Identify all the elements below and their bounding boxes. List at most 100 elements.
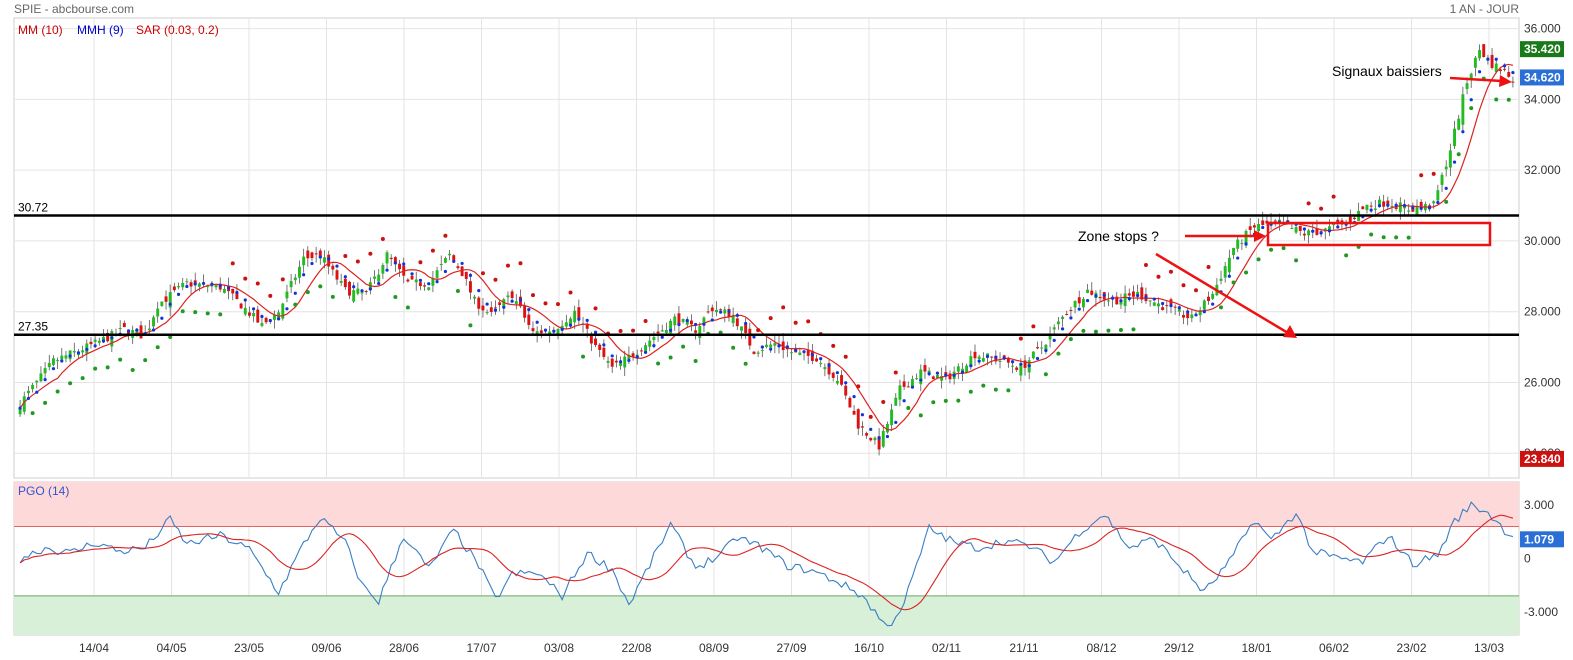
candle-body xyxy=(652,337,656,341)
low-price-badge: 23.840 xyxy=(1524,452,1561,466)
mmh-9-dot xyxy=(1419,206,1423,211)
mmh-9-dot xyxy=(285,307,289,311)
candle-body xyxy=(1061,316,1065,319)
mmh-9-dot xyxy=(1019,362,1023,366)
sar-dot xyxy=(118,357,123,362)
mmh-9-dot xyxy=(577,317,581,321)
sar-dot xyxy=(931,400,936,405)
candle-body xyxy=(919,369,923,385)
sar-dot xyxy=(380,236,385,241)
mmh-9-dot xyxy=(860,413,865,417)
sar-dot xyxy=(543,301,548,306)
sar-dot xyxy=(1444,199,1449,204)
sar-dot xyxy=(881,399,886,404)
candle-body xyxy=(948,373,952,380)
candle-body xyxy=(189,282,193,287)
mmh-9-dot xyxy=(1469,98,1473,102)
sar-dot xyxy=(1394,235,1399,240)
candle-body xyxy=(869,437,873,441)
candle-body xyxy=(1023,360,1027,368)
annotation-stop-zone: Zone stops ? xyxy=(1078,228,1159,244)
current-price-badge: 34.620 xyxy=(1524,70,1561,84)
candle-body xyxy=(823,367,827,370)
candle-body xyxy=(698,325,702,338)
mmh-9-dot xyxy=(502,305,506,309)
candle-body xyxy=(881,430,885,447)
mmh-9-dot xyxy=(994,355,998,359)
candle-body xyxy=(1248,226,1252,230)
candle-body xyxy=(477,297,481,309)
candle-body xyxy=(1136,291,1140,295)
annotations: Signaux baissiers Zone stops ? xyxy=(1078,63,1512,338)
candle-body xyxy=(685,320,689,325)
sar-dot xyxy=(793,320,798,325)
mmh-9-dot xyxy=(1111,296,1115,300)
candle-body xyxy=(343,278,347,288)
mmh-9-dot xyxy=(1102,293,1106,297)
candle-body xyxy=(827,363,831,375)
candle-body xyxy=(1257,224,1261,232)
mmh-9-dot xyxy=(819,356,823,361)
candle-body xyxy=(936,375,939,379)
candle-body xyxy=(122,322,126,328)
mmh-9-dot xyxy=(1436,200,1440,205)
mmh-9-dot xyxy=(293,291,297,295)
candle-body xyxy=(877,436,881,450)
mmh-9-dot xyxy=(1244,242,1248,246)
sar-dot xyxy=(856,384,861,389)
candle-body xyxy=(602,347,606,357)
mmh-9-dot xyxy=(560,327,564,331)
mmh-9-dot xyxy=(735,313,739,318)
candle-body xyxy=(373,276,376,279)
mmh-9-dot xyxy=(93,344,97,348)
mmh-9-dot xyxy=(835,371,839,375)
candle-body xyxy=(135,330,139,334)
sar-dot xyxy=(43,400,48,405)
mmh-9-dot xyxy=(769,347,773,351)
candle-body xyxy=(1394,207,1398,209)
candle-body xyxy=(1019,364,1023,376)
sar-dot xyxy=(1269,247,1274,252)
candle-body xyxy=(556,328,560,336)
sar-dot xyxy=(1456,152,1461,157)
sar-dot xyxy=(330,294,335,299)
sar-dot xyxy=(255,281,260,286)
candle-body xyxy=(106,332,110,342)
sar-dot xyxy=(205,311,210,316)
mmh-9-dot xyxy=(1177,306,1181,310)
x-tick-label: 04/05 xyxy=(156,641,186,655)
mmh-9-dot xyxy=(985,354,990,359)
candle-body xyxy=(43,368,47,374)
candle-body xyxy=(702,317,706,324)
candle-body xyxy=(448,253,452,256)
candle-body xyxy=(1348,216,1352,223)
candle-body xyxy=(927,370,931,373)
mmh-9-dot xyxy=(318,255,322,259)
candle-body xyxy=(1494,63,1498,72)
candle-body xyxy=(1473,57,1477,68)
y-tick-label: 30.000 xyxy=(1524,234,1561,248)
mmh-9-dot xyxy=(201,281,206,286)
candle-body xyxy=(902,381,906,387)
candle-body xyxy=(969,356,973,367)
candle-body xyxy=(498,302,502,306)
sar-dot xyxy=(318,284,323,289)
mmh-9-dot xyxy=(802,350,806,354)
mmh-9-dot xyxy=(777,344,781,348)
sar-dot xyxy=(1306,201,1311,206)
candle-body xyxy=(502,299,506,308)
candle-body xyxy=(172,286,176,291)
candle-body xyxy=(443,258,447,263)
reference-price-badge: 35.420 xyxy=(1524,42,1561,56)
candle-body xyxy=(606,360,610,363)
candle-body xyxy=(1507,71,1511,77)
candle-body xyxy=(831,372,835,378)
candle-body xyxy=(1048,333,1052,340)
sar-dot xyxy=(556,302,561,307)
mmh-9-dot xyxy=(643,350,648,355)
y-tick-label: 34.000 xyxy=(1524,92,1561,106)
mmh-9-dot xyxy=(668,328,673,332)
x-tick-label: 06/02 xyxy=(1319,641,1349,655)
candle-body xyxy=(589,334,593,344)
candle-body xyxy=(973,351,977,359)
